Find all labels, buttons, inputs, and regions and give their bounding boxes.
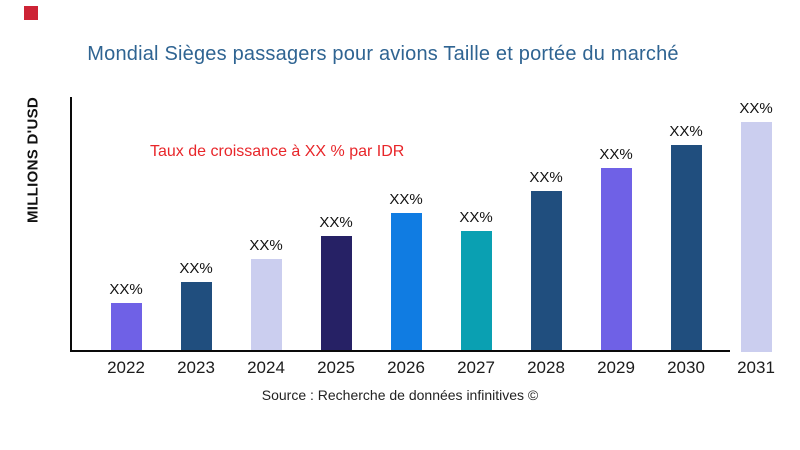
x-tick-2030: 2030 <box>667 358 705 377</box>
bar-value-label-2026: XX% <box>389 191 423 208</box>
bar-2023 <box>180 282 212 352</box>
bar-value-label-2028: XX% <box>529 169 563 186</box>
x-tick-2031: 2031 <box>737 358 775 377</box>
x-tick-2028: 2028 <box>527 358 565 377</box>
bar-value-label-2022: XX% <box>109 281 143 298</box>
bar-2029 <box>600 168 632 352</box>
x-tick-2025: 2025 <box>317 358 355 377</box>
bar-value-label-2023: XX% <box>179 260 213 277</box>
x-tick-2023: 2023 <box>177 358 215 377</box>
source-caption: Source : Recherche de données infinitive… <box>261 387 539 403</box>
x-tick-2027: 2027 <box>457 358 495 377</box>
bar-2027 <box>460 231 492 352</box>
y-axis-line <box>70 97 72 352</box>
red-square-marker <box>24 6 38 20</box>
bar-2022 <box>110 303 142 352</box>
y-axis-label: MILLIONS D'USD <box>24 96 42 224</box>
x-tick-2026: 2026 <box>387 358 425 377</box>
bar-value-label-2027: XX% <box>459 209 493 226</box>
growth-annotation: Taux de croissance à XX % par IDR <box>150 143 405 160</box>
bar-2026 <box>390 213 422 352</box>
bar-value-label-2025: XX% <box>319 214 353 231</box>
bar-value-label-2031: XX% <box>739 100 773 117</box>
x-tick-2022: 2022 <box>107 358 145 377</box>
x-tick-2024: 2024 <box>247 358 285 377</box>
bar-2025 <box>320 236 352 352</box>
chart-title: Mondial Sièges passagers pour avions Tai… <box>87 43 679 65</box>
bar-2030 <box>670 145 702 352</box>
bar-value-label-2029: XX% <box>599 146 633 163</box>
bar-2024 <box>250 259 282 352</box>
bar-value-label-2030: XX% <box>669 123 703 140</box>
bar-2028 <box>530 191 562 352</box>
x-axis-line <box>70 350 730 352</box>
bar-value-label-2024: XX% <box>249 237 283 254</box>
x-tick-2029: 2029 <box>597 358 635 377</box>
bar-2031 <box>740 122 772 352</box>
